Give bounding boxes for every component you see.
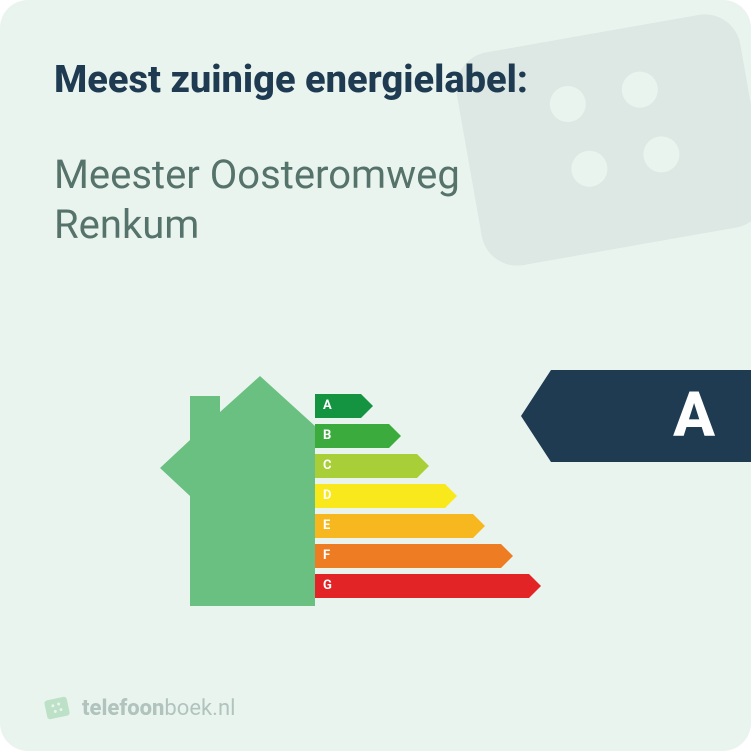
card-title: Meest zuinige energielabel: [54, 58, 697, 104]
bar-shape [315, 454, 429, 478]
energy-label-card: Meest zuinige energielabel: Meester Oost… [0, 0, 751, 751]
bar-shape [315, 514, 485, 538]
bar-label: E [323, 514, 330, 538]
subtitle-line-2: Renkum [54, 200, 697, 250]
bar-shape [315, 544, 513, 568]
bar-shape [315, 574, 541, 598]
bar-label: F [323, 544, 330, 568]
badge-shape [521, 370, 751, 462]
bar-label: B [323, 424, 331, 448]
footer-text: telefoonboek.nl [82, 696, 235, 721]
rating-badge: A [521, 370, 751, 462]
footer-logo-icon [39, 690, 75, 726]
badge-letter: A [673, 370, 715, 462]
footer-brand-bold: telefoon [82, 696, 164, 721]
house-icon [160, 376, 315, 606]
subtitle-line-1: Meester Oosteromweg [54, 150, 697, 200]
bar-label: C [323, 454, 332, 478]
bar-label: A [323, 394, 332, 418]
footer-brand: telefoonboek.nl [42, 693, 235, 723]
card-subtitle: Meester Oosteromweg Renkum [54, 150, 697, 250]
bar-label: G [323, 574, 332, 598]
bar-shape [315, 484, 457, 508]
footer-brand-rest: boek.nl [164, 696, 235, 721]
bar-label: D [323, 484, 331, 508]
